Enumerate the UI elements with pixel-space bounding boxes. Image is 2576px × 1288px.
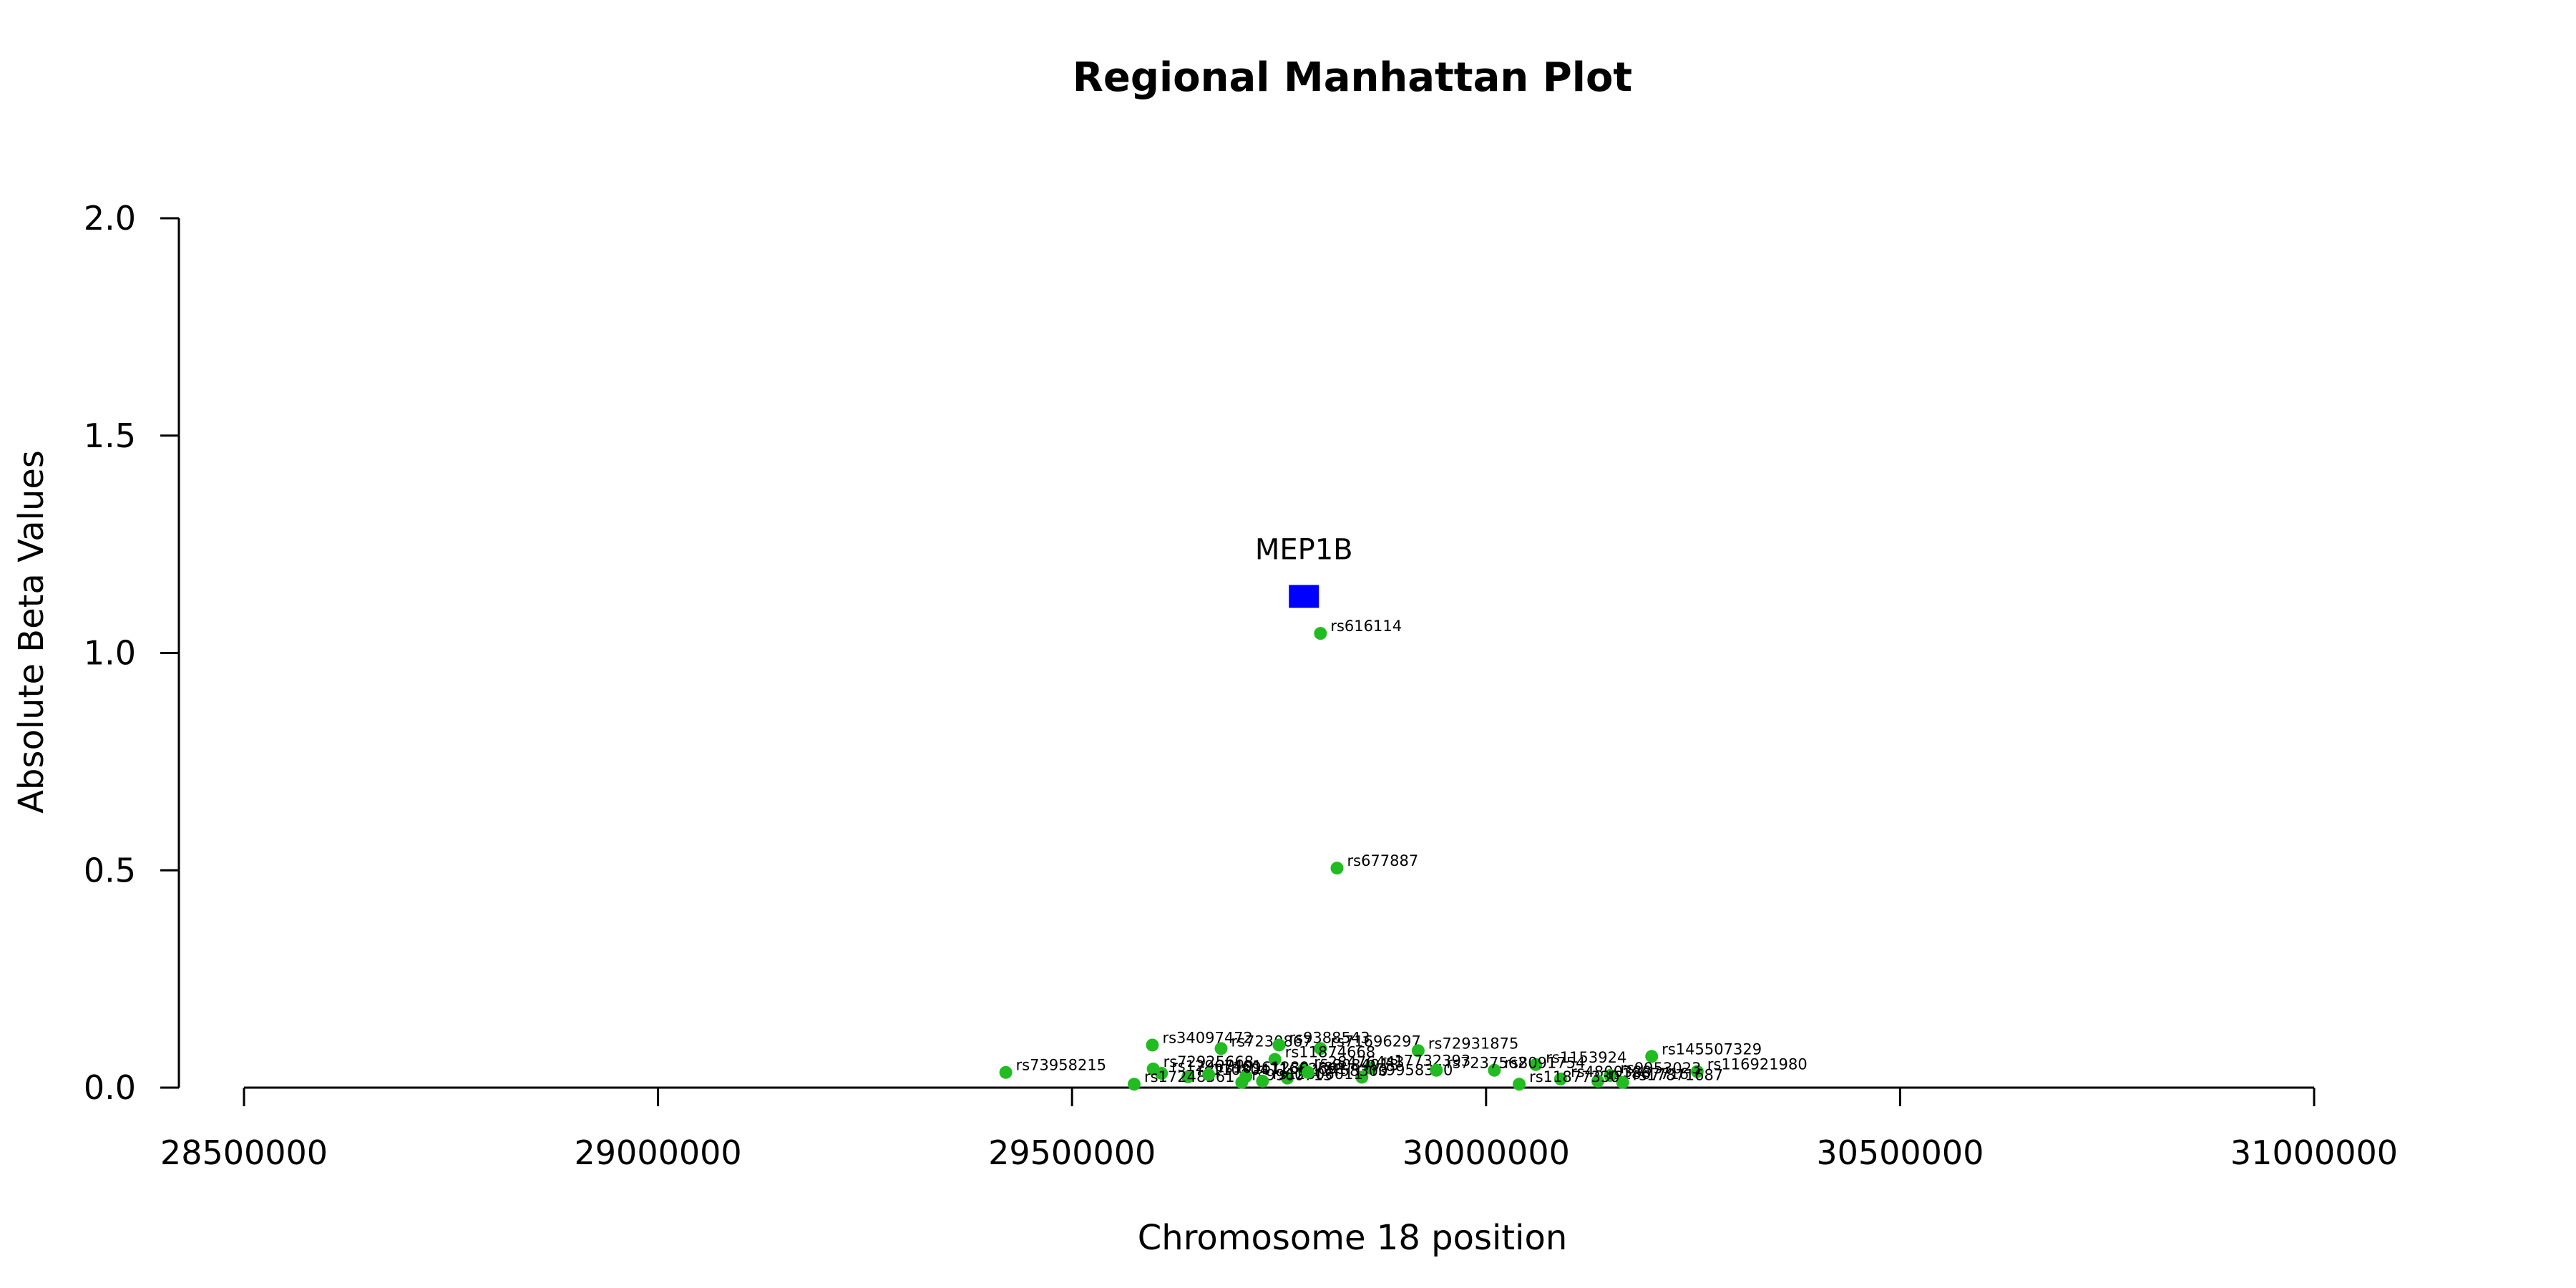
x-axis-ticks: 28500000 29000000 29500000 30000000 30500000… [160, 1088, 2398, 1172]
snp-label: rs11662691 [1256, 1060, 1346, 1078]
x-tick-label: 30000000 [1402, 1133, 1570, 1172]
snp-point [1616, 1075, 1629, 1089]
snp-label: rs34097472 [1162, 1029, 1252, 1046]
snp-point [1411, 1044, 1425, 1058]
snp-point [1604, 1068, 1617, 1082]
snp-label: rs16961289 [1219, 1059, 1309, 1076]
x-tick-label: 31000000 [2230, 1133, 2398, 1172]
snp-point [1645, 1050, 1659, 1063]
snp-label: rs677887 [1347, 852, 1419, 869]
gene-marker [1289, 585, 1319, 608]
y-axis-label: Absolute Beta Values [11, 450, 52, 814]
x-axis-label: Chromosome 18 position [1138, 1218, 1568, 1258]
snp-points: rs616114rs677887rs73958215rs34097472rs72… [999, 618, 1807, 1091]
snp-point [999, 1065, 1013, 1079]
y-tick-label: 0.0 [84, 1068, 136, 1107]
y-tick-label: 2.0 [84, 199, 136, 238]
snp-point [1314, 627, 1327, 640]
snp-point [1690, 1065, 1704, 1078]
snp-label: rs11877330 [1529, 1068, 1619, 1085]
snp-label: rs8091754 [1504, 1055, 1585, 1072]
snp-point [1256, 1074, 1269, 1088]
snp-label: rs72931875 [1428, 1035, 1518, 1052]
snp-label: rs7237562 [1446, 1055, 1527, 1072]
snp-label: rs11874668 [1285, 1044, 1375, 1061]
snp-point [1363, 1061, 1377, 1075]
gene-label: MEP1B [1255, 534, 1353, 567]
snp-label: rs9388543 [1289, 1029, 1370, 1046]
y-tick-label: 1.0 [84, 634, 136, 673]
snp-label: rs17248561 [1144, 1068, 1234, 1085]
snp-point [1146, 1038, 1159, 1052]
snp-label: rs616114 [1330, 618, 1402, 635]
snp-label: rs71696297 [1330, 1033, 1420, 1050]
y-tick-label: 1.5 [84, 416, 136, 455]
snp-point [1330, 862, 1344, 875]
x-tick-label: 29500000 [988, 1133, 1156, 1172]
snp-point [1202, 1068, 1216, 1081]
snp-point [1355, 1070, 1369, 1084]
snp-label: rs17732393 [1380, 1053, 1470, 1070]
snp-point [1430, 1063, 1443, 1077]
snp-point [1155, 1066, 1169, 1080]
x-tick-label: 30500000 [1816, 1133, 1984, 1172]
chart-title: Regional Manhattan Plot [1073, 54, 1632, 101]
snp-point [1214, 1042, 1228, 1055]
x-tick-label: 29000000 [575, 1133, 742, 1172]
y-axis-ticks: 0.0 0.5 1.0 1.5 2.0 [84, 199, 179, 1107]
snp-label: rs1153924 [1546, 1049, 1626, 1066]
snp-label: rs17871687 [1633, 1067, 1723, 1084]
snp-label: rs73958215 [1016, 1057, 1106, 1074]
snp-label: rs12967401 [1171, 1058, 1262, 1075]
snp-point [1268, 1053, 1282, 1066]
snp-label: rs12606011 [1272, 1065, 1362, 1083]
y-tick-label: 0.5 [84, 851, 136, 889]
snp-point [1513, 1078, 1526, 1091]
snp-label: rs72925668 [1163, 1053, 1254, 1070]
snp-label: rs9953023 [1620, 1060, 1701, 1077]
snp-label: rs145507329 [1662, 1040, 1762, 1058]
snp-point [1591, 1074, 1605, 1088]
snp-point [1314, 1042, 1327, 1055]
snp-point [1553, 1072, 1567, 1085]
snp-point [1181, 1070, 1195, 1083]
snp-point [1272, 1038, 1286, 1052]
x-tick-label: 28500000 [160, 1133, 328, 1172]
snp-label: rs7230867 [1231, 1033, 1312, 1050]
snp-label: rs28476443 [1314, 1053, 1404, 1070]
snp-point [1488, 1063, 1501, 1077]
snp-point [1302, 1065, 1315, 1079]
snp-label: rs116921980 [1707, 1056, 1807, 1073]
snp-point [1235, 1075, 1249, 1089]
snp-point [1529, 1058, 1543, 1071]
snp-label: rs8084913 [1318, 1057, 1399, 1074]
snp-point [1281, 1071, 1294, 1085]
gene-marker-group: MEP1B [1255, 534, 1353, 608]
snp-point [1127, 1078, 1141, 1091]
